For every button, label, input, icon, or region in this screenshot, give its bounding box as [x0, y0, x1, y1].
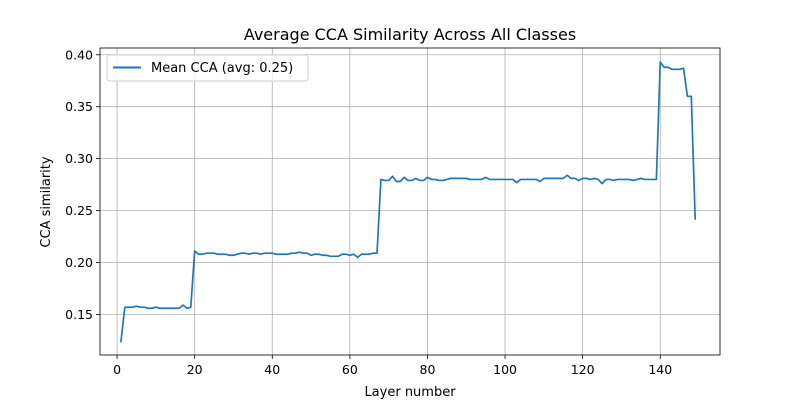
y-tick-label: 0.20: [65, 255, 93, 270]
plot-frame: [99, 47, 721, 356]
x-tick-label: 120: [571, 362, 595, 377]
x-tick-label: 80: [420, 362, 436, 377]
x-axis-label: Layer number: [364, 385, 456, 400]
data-series: [120, 61, 697, 343]
legend-label: Mean CCA (avg: 0.25): [151, 61, 293, 76]
legend-box: [106, 54, 309, 82]
y-tick-label: 0.40: [65, 47, 93, 62]
y-ticks: 0.15 0.20 0.25 0.30 0.35 0.40: [65, 47, 100, 322]
x-tick-label: 140: [648, 362, 672, 377]
grid-lines: [100, 48, 720, 355]
x-tick-label: 100: [493, 362, 517, 377]
x-tick-label: 40: [264, 362, 280, 377]
y-tick-label: 0.25: [65, 203, 93, 218]
x-tick-label: 60: [342, 362, 358, 377]
chart-title: Average CCA Similarity Across All Classe…: [244, 25, 576, 44]
y-axis-label: CCA similarity: [39, 156, 54, 247]
x-tick-label: 20: [187, 362, 203, 377]
x-ticks: 0 20 40 60 80 100 120 140: [113, 355, 672, 377]
y-tick-label: 0.35: [65, 99, 93, 114]
series-line: [120, 61, 697, 343]
y-tick-label: 0.30: [65, 151, 93, 166]
y-tick-label: 0.15: [65, 307, 93, 322]
legend: Mean CCA (avg: 0.25): [106, 54, 309, 82]
x-tick-label: 0: [113, 362, 121, 377]
